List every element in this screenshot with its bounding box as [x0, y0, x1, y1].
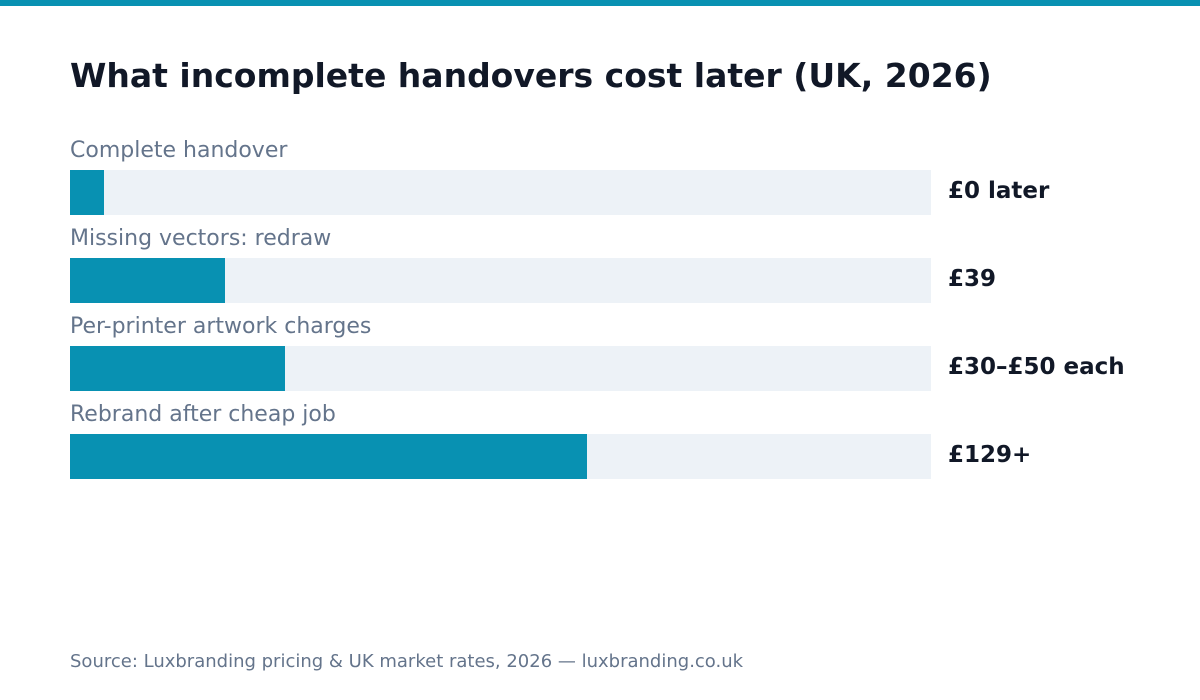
source-note: Source: Luxbranding pricing & UK market …	[70, 651, 744, 672]
bar-row: Missing vectors: redraw £39	[0, 226, 1200, 314]
category-label: Complete handover	[70, 138, 288, 163]
category-label: Rebrand after cheap job	[70, 402, 336, 427]
bar-row: Complete handover £0 later	[0, 138, 1200, 226]
bar-track	[70, 170, 931, 215]
value-label: £39	[948, 266, 997, 292]
bar	[70, 258, 225, 303]
bar-track	[70, 434, 931, 479]
chart-title: What incomplete handovers cost later (UK…	[70, 56, 992, 95]
bar	[70, 170, 104, 215]
bar-row: Per-printer artwork charges £30–£50 each	[0, 314, 1200, 402]
bar	[70, 434, 587, 479]
bar-track	[70, 258, 931, 303]
bar	[70, 346, 285, 391]
category-label: Per-printer artwork charges	[70, 314, 372, 339]
value-label: £30–£50 each	[948, 354, 1125, 380]
category-label: Missing vectors: redraw	[70, 226, 332, 251]
value-label: £0 later	[948, 178, 1050, 204]
bar-row: Rebrand after cheap job £129+	[0, 402, 1200, 490]
top-accent-rule	[0, 0, 1200, 6]
value-label: £129+	[948, 442, 1032, 468]
bar-track	[70, 346, 931, 391]
